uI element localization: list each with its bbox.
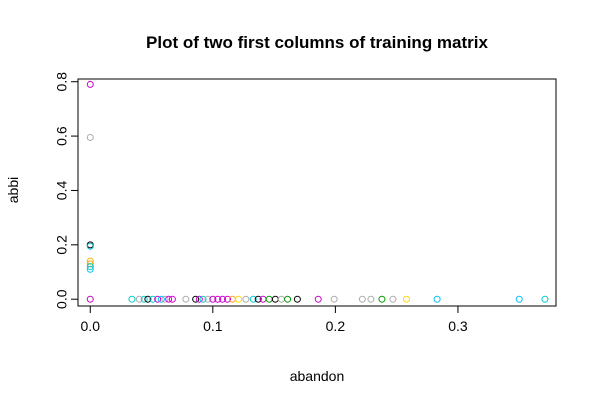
- data-point: [149, 295, 157, 303]
- data-point: [168, 295, 176, 303]
- x-tick-label: 0.2: [326, 318, 346, 334]
- y-tick-label: 0.2: [54, 235, 70, 255]
- data-point: [144, 295, 152, 303]
- data-point: [330, 295, 338, 303]
- data-point: [140, 295, 148, 303]
- data-point: [154, 295, 162, 303]
- data-point: [86, 80, 94, 88]
- data-point: [209, 295, 217, 303]
- data-point: [293, 295, 301, 303]
- data-point: [402, 295, 410, 303]
- data-point: [358, 295, 366, 303]
- data-point: [204, 295, 212, 303]
- data-point: [182, 295, 190, 303]
- x-tick-label: 0.0: [81, 318, 101, 334]
- chart-title: Plot of two first columns of training ma…: [146, 33, 488, 52]
- data-point: [161, 295, 169, 303]
- data-point: [219, 295, 227, 303]
- data-points: [86, 80, 549, 303]
- data-point: [86, 263, 94, 271]
- y-axis-label: abbi: [5, 177, 21, 203]
- data-point: [314, 295, 322, 303]
- y-tick-label: 0.0: [54, 289, 70, 309]
- data-point: [86, 242, 94, 250]
- y-tick-label: 0.6: [54, 126, 70, 146]
- data-point: [214, 295, 222, 303]
- data-point: [433, 295, 441, 303]
- y-tick-label: 0.4: [54, 181, 70, 201]
- y-tick-label: 0.8: [54, 72, 70, 92]
- data-point: [235, 295, 243, 303]
- data-point: [284, 295, 292, 303]
- data-point: [128, 295, 136, 303]
- x-tick-label: 0.3: [448, 318, 468, 334]
- data-point: [157, 295, 165, 303]
- data-point: [515, 295, 523, 303]
- data-point: [195, 295, 203, 303]
- x-axis-label: abandon: [290, 368, 345, 384]
- data-point: [378, 295, 386, 303]
- data-point: [541, 295, 549, 303]
- data-point: [86, 295, 94, 303]
- data-point: [199, 295, 207, 303]
- y-axis: 0.0 0.2 0.4 0.6 0.8: [54, 72, 79, 309]
- data-point: [86, 265, 94, 273]
- data-point: [86, 133, 94, 141]
- x-axis: 0.0 0.1 0.2 0.3: [81, 305, 468, 334]
- data-point: [192, 295, 200, 303]
- data-point: [165, 295, 173, 303]
- data-point: [224, 295, 232, 303]
- data-point: [367, 295, 375, 303]
- data-point: [249, 295, 257, 303]
- data-point: [389, 295, 397, 303]
- data-point: [242, 295, 250, 303]
- data-point: [254, 295, 262, 303]
- data-point: [86, 260, 94, 268]
- data-point: [86, 257, 94, 265]
- data-point: [135, 295, 143, 303]
- x-tick-label: 0.1: [203, 318, 223, 334]
